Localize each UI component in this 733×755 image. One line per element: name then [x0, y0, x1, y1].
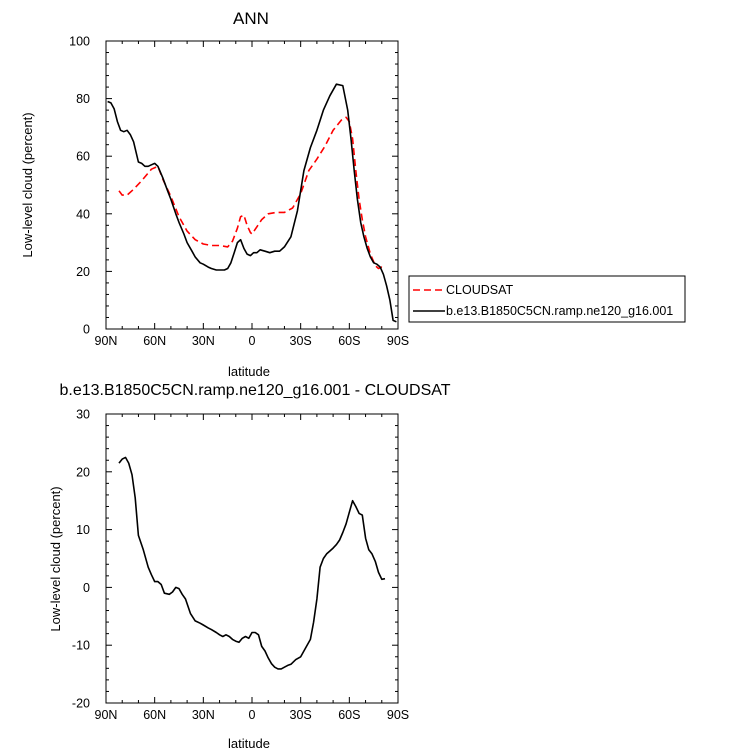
panel-1-y-tick-label: 80 [76, 92, 90, 106]
panel-1-x-tick-label: 90N [95, 334, 118, 348]
panel-1-x-tick-label: 30N [192, 334, 215, 348]
panel-1-x-tick-label: 90S [387, 334, 409, 348]
panel-1-title: ANN [233, 9, 269, 28]
panel-1-x-tick-label: 60S [338, 334, 360, 348]
panel-2-x-axis-label: latitude [228, 736, 270, 751]
panel-1-y-tick-label: 20 [76, 265, 90, 279]
legend-label-model: b.e13.B1850C5CN.ramp.ne120_g16.001 [446, 304, 673, 318]
panel-2-ticks: 90N 60N 30N 0 30S 60S 90S -20 -10 0 10 20 30 [72, 408, 409, 723]
panel-1-y-axis-label: Low-level cloud (percent) [20, 112, 35, 257]
panel-annual-low-cloud: ANN Low-level cloud (percent) latitude 9… [20, 9, 686, 379]
panel-1-y-tick-label: 0 [83, 323, 90, 337]
panel-2-y-tick-label: 10 [76, 523, 90, 537]
panel-1-x-tick-label: 0 [249, 334, 256, 348]
panel-2-title: b.e13.B1850C5CN.ramp.ne120_g16.001 - CLO… [59, 382, 450, 399]
panel-2-x-tick-label: 60S [338, 708, 360, 722]
panel-1-series [107, 83, 397, 323]
panel-2-y-tick-label: -10 [72, 639, 90, 653]
legend: CLOUDSAT b.e13.B1850C5CN.ramp.ne120_g16.… [408, 275, 686, 323]
panel-2-plot-frame [105, 413, 399, 704]
panel-1-y-tick-label: 40 [76, 207, 90, 221]
panel-2-y-tick-label: 30 [76, 408, 90, 422]
panel-2-series [118, 456, 386, 670]
panel-2-y-axis-label: Low-level cloud (percent) [48, 486, 63, 631]
panel-2-x-tick-label: 90S [387, 708, 409, 722]
panel-1-x-tick-label: 60N [143, 334, 166, 348]
panel-2-x-tick-label: 90N [95, 708, 118, 722]
legend-box [408, 275, 686, 323]
panel-1-y-tick-label: 60 [76, 150, 90, 164]
panel-2-y-tick-label: 0 [83, 581, 90, 595]
panel-1-plot-frame [105, 40, 399, 330]
panel-difference: b.e13.B1850C5CN.ramp.ne120_g16.001 - CLO… [48, 382, 451, 751]
panel-2-x-tick-label: 0 [249, 708, 256, 722]
series-line-difference [118, 456, 386, 670]
panel-2-x-tick-label: 30S [290, 708, 312, 722]
legend-label-cloudsat: CLOUDSAT [446, 283, 514, 297]
panel-2-x-tick-label: 30N [192, 708, 215, 722]
panel-1-x-axis-label: latitude [228, 364, 270, 379]
series-line-cloudsat [118, 116, 386, 270]
panel-2-y-tick-label: 20 [76, 465, 90, 479]
panel-2-x-tick-label: 60N [143, 708, 166, 722]
series-line-model [107, 83, 397, 323]
panel-1-x-tick-label: 30S [290, 334, 312, 348]
panel-1-y-tick-label: 100 [69, 35, 90, 49]
panel-2-y-tick-label: -20 [72, 697, 90, 711]
panel-1-ticks: 90N 60N 30N 0 30S 60S 90S 0 20 40 60 80 100 [69, 35, 409, 349]
